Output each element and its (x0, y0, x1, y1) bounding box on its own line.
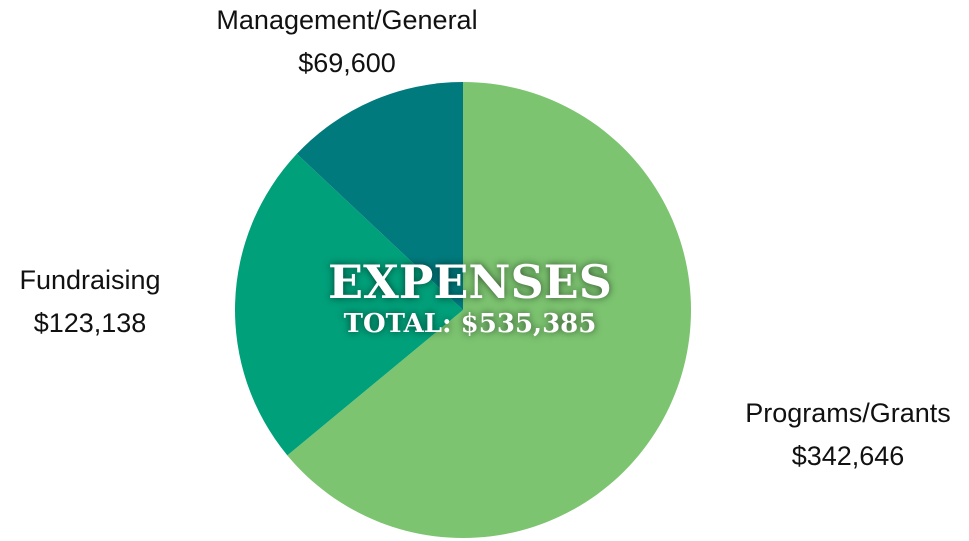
slice-value-label: $123,138 (34, 308, 147, 338)
pie-slice (296, 82, 463, 310)
slice-value-label: $342,646 (792, 441, 905, 471)
pie-slice (234, 153, 463, 456)
slice-label: Management/General (216, 5, 477, 35)
chart-subtitle: TOTAL: $535,385 (344, 309, 597, 339)
slice-value-label: $69,600 (298, 48, 396, 78)
pie (234, 82, 691, 538)
chart-title: EXPENSES (328, 255, 612, 309)
slice-label: Programs/Grants (745, 398, 951, 428)
slice-label: Fundraising (19, 265, 160, 295)
pie-slice (287, 82, 691, 538)
